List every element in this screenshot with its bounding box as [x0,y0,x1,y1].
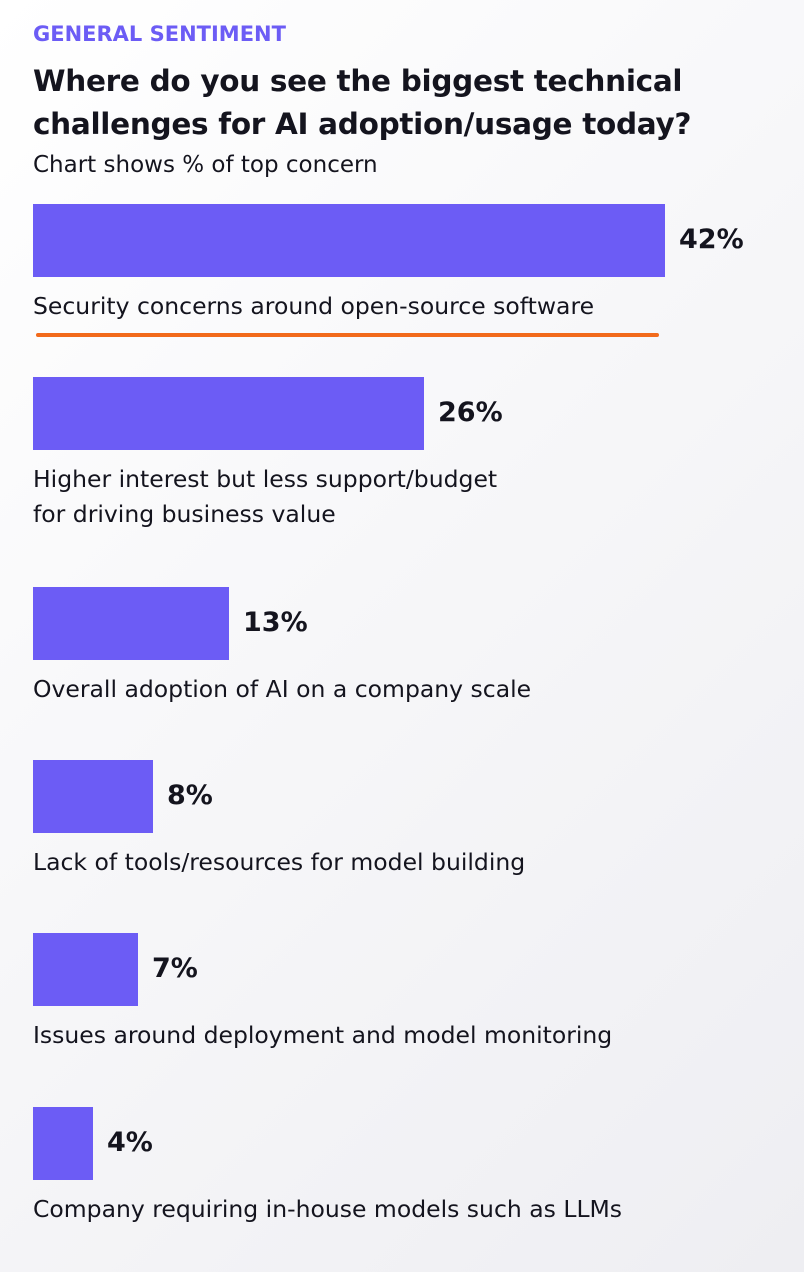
value-label-1: 42% [679,224,744,255]
category-label-2: Higher interest but less support/budget … [33,465,498,528]
bar-5 [33,933,138,1006]
eyebrow-label: GENERAL SENTIMENT [33,22,286,46]
value-label-2: 26% [438,397,503,428]
value-label-3: 13% [243,607,308,638]
category-label-6: Company requiring in-house models such a… [33,1195,623,1223]
bar-6 [33,1107,93,1180]
category-label-4: Lack of tools/resources for model buildi… [33,848,526,876]
highlight-underline [36,333,659,337]
value-label-4: 8% [167,780,213,811]
chart-title: Where do you see the biggest technical c… [33,64,692,141]
bar-4 [33,760,153,833]
bar-2 [33,377,424,450]
value-label-5: 7% [152,953,198,984]
category-label-5: Issues around deployment and model monit… [33,1021,613,1049]
category-label-3: Overall adoption of AI on a company scal… [33,675,532,703]
bar-3 [33,587,229,660]
value-label-6: 4% [107,1127,153,1158]
bar-1 [33,204,665,277]
chart-subtitle: Chart shows % of top concern [33,152,378,178]
category-label-1: Security concerns around open-source sof… [33,292,595,320]
